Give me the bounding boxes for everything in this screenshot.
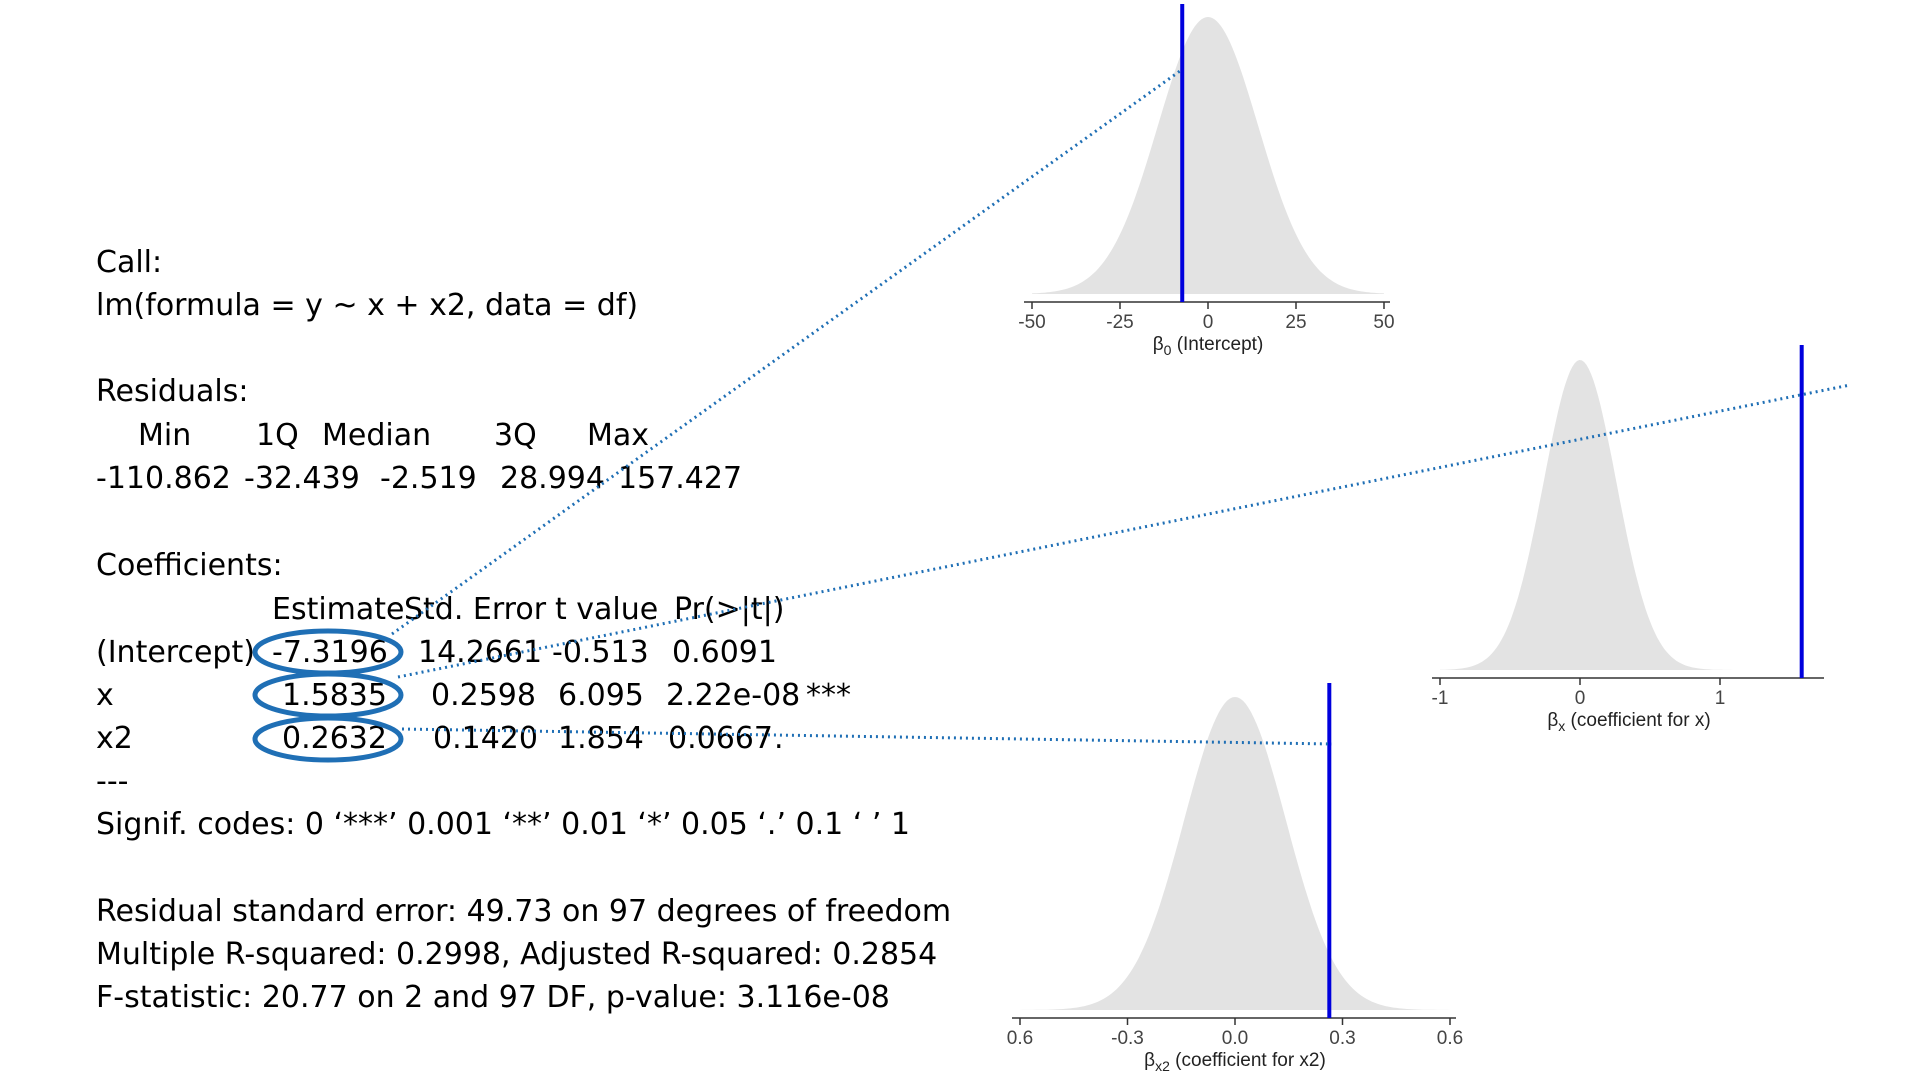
- x-tick-label-intercept: 25: [1285, 312, 1306, 333]
- coef-se-x: 0.2598: [431, 678, 536, 713]
- residual-standard-error-line: Residual standard error: 49.73 on 97 deg…: [96, 894, 951, 929]
- residual-header-min: Min: [138, 418, 191, 453]
- coef-header-t-value: t value: [555, 592, 658, 627]
- x-tick-label-x2: 0.6: [1007, 1028, 1033, 1049]
- connector-x2: [401, 727, 1333, 746]
- coef-se-x2: 0.1420: [433, 721, 538, 756]
- x-tick-label-intercept: -25: [1106, 312, 1133, 333]
- coef-estimate-intercept: -7.3196: [272, 635, 388, 670]
- x-axis-label-x: βx (coefficient for x): [1547, 710, 1710, 734]
- density-area-intercept: [1032, 17, 1384, 294]
- intercept-density-plot: -50 -25 0 25 50 β0 (Intercept): [1018, 4, 1395, 358]
- residual-header-max: Max: [587, 418, 649, 453]
- x-tick-label-x2: -0.3: [1111, 1028, 1144, 1049]
- coef-p-x2: 0.0667: [668, 721, 773, 756]
- coef-header-std-error: Std. Error: [404, 592, 547, 627]
- x-tick-label-x2: 0.0: [1222, 1028, 1248, 1049]
- coef-p-x: 2.22e-08: [666, 678, 800, 713]
- coef-t-x2: 1.854: [558, 721, 644, 756]
- residual-header-1q: 1Q: [256, 418, 299, 453]
- estimate-highlights: [252, 628, 404, 763]
- x-tick-label-intercept: -50: [1018, 312, 1045, 333]
- residual-value-3q: 28.994: [500, 461, 605, 496]
- coef-p-intercept: 0.6091: [672, 635, 777, 670]
- x-coef-density-plot: -1 0 1βx (coefficient for x): [1432, 345, 1824, 734]
- formula-text: lm(formula = y ~ x + x2, data = df): [96, 288, 638, 323]
- call-label: Call:: [96, 245, 162, 280]
- connector-intercept: [391, 69, 1181, 636]
- coef-term-x2: x2: [96, 721, 133, 756]
- x-tick-label-x: -1: [1432, 688, 1449, 709]
- residuals-label: Residuals:: [96, 374, 248, 409]
- x-tick-label-x: 0: [1575, 688, 1586, 709]
- x-tick-label-intercept: 50: [1373, 312, 1394, 333]
- coef-header-p-value: Pr(>|t|): [674, 592, 784, 627]
- connector-lines: [391, 69, 1851, 746]
- x-tick-label-x2: 0.3: [1329, 1028, 1355, 1049]
- r-squared-line: Multiple R-squared: 0.2998, Adjusted R-s…: [96, 937, 937, 972]
- x-axis-label-intercept: β0 (Intercept): [1153, 334, 1264, 358]
- density-area-x2: [1020, 697, 1450, 1010]
- coef-t-x: 6.095: [558, 678, 644, 713]
- signif-codes-line: Signif. codes: 0 ‘***’ 0.001 ‘**’ 0.01 ‘…: [96, 807, 910, 842]
- separator-line: ---: [96, 764, 128, 799]
- residual-value-1q: -32.439: [244, 461, 360, 496]
- residual-value-min: -110.862: [96, 461, 231, 496]
- coef-t-intercept: -0.513: [552, 635, 649, 670]
- coef-signif-x2: .: [774, 721, 784, 756]
- x-tick-label-intercept: 0: [1203, 312, 1214, 333]
- residual-header-3q: 3Q: [494, 418, 537, 453]
- coefficients-label: Coefficients:: [96, 548, 283, 583]
- r-summary-output: Call: lm(formula = y ~ x + x2, data = df…: [96, 245, 951, 1015]
- highlight-x2-estimate: [252, 715, 404, 763]
- coef-se-intercept: 14.2661: [418, 635, 542, 670]
- residual-header-median: Median: [322, 418, 431, 453]
- f-statistic-line: F-statistic: 20.77 on 2 and 97 DF, p-val…: [96, 980, 890, 1015]
- x2-coef-density-plot: 0.6 -0.3 0.0 0.3 0.6 βx2 (coefficient for x2): [1007, 683, 1463, 1074]
- coef-header-estimate: Estimate: [272, 592, 405, 627]
- x-tick-label-x: 1: [1715, 688, 1726, 709]
- residual-value-median: -2.519: [380, 461, 477, 496]
- coef-estimate-x: 1.5835: [282, 678, 387, 713]
- density-area-x: [1440, 360, 1818, 670]
- x-axis-label-x2: βx2 (coefficient for x2): [1144, 1050, 1326, 1074]
- connector-x: [397, 383, 1851, 679]
- coef-signif-x: ***: [806, 678, 851, 713]
- x-tick-label-x2: 0.6: [1437, 1028, 1463, 1049]
- coef-term-x: x: [96, 678, 114, 713]
- residual-value-max: 157.427: [618, 461, 742, 496]
- coef-estimate-x2: 0.2632: [282, 721, 387, 756]
- coef-term-intercept: (Intercept): [96, 635, 255, 670]
